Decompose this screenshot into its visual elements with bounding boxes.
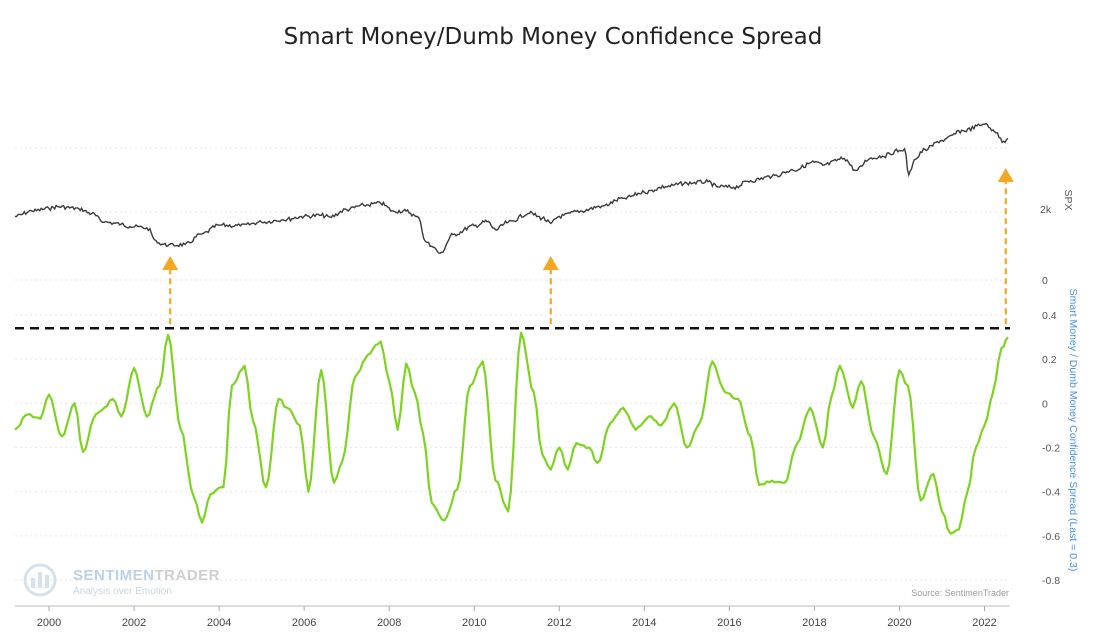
logo-tagline: Analysis over Emotion — [73, 586, 172, 597]
spread-tick-label: 0.2 — [1042, 354, 1057, 366]
x-tick-label: 2004 — [207, 617, 231, 629]
x-tick-label: 2014 — [632, 617, 656, 629]
spread-tick-label: 0 — [1042, 398, 1048, 410]
chart-title: Smart Money/Dumb Money Confidence Spread — [283, 24, 823, 50]
spread-extra-tick-label: 0 — [1042, 275, 1048, 287]
arrow-head — [542, 256, 559, 270]
spread-tick-label: -0.8 — [1042, 575, 1060, 587]
x-tick-label: 2000 — [37, 617, 61, 629]
spread-tick-label: 0.4 — [1042, 310, 1057, 322]
logo-bar-3 — [45, 575, 49, 588]
spread-axis-label: Smart Money / Dumb Money Confidence Spre… — [1067, 289, 1079, 572]
right-y-axis: -0.8 -0.6 -0.4 -0.2 0 0.2 0.4 0 Smart Money / Du… — [1042, 275, 1079, 587]
x-tick-label: 2018 — [802, 617, 826, 629]
spx-axis-label: SPX — [1062, 189, 1074, 210]
source-note: Source: SentimenTrader — [911, 588, 1009, 598]
spx-panel: SPX 2k — [14, 122, 1074, 255]
x-tick-label: 2012 — [547, 617, 571, 629]
x-tick-label: 2022 — [972, 617, 996, 629]
x-tick-label: 2002 — [122, 617, 146, 629]
logo-icon — [23, 563, 57, 597]
logo-bar-1 — [31, 578, 35, 588]
annotation-arrows — [162, 168, 1014, 325]
x-tick-label: 2006 — [292, 617, 316, 629]
spread-tick-label: -0.2 — [1042, 443, 1060, 455]
gridlines — [15, 147, 1010, 581]
spread-panel — [14, 327, 1010, 535]
spread-tick-label: -0.6 — [1042, 531, 1060, 543]
watermark-logo: SENTIMENTRADER Analysis over Emotion — [23, 563, 220, 597]
spx-line — [14, 122, 1009, 255]
spread-line — [14, 331, 1009, 535]
x-axis: 2000 2002 2004 2006 2008 2010 2012 2014 2016 2018… — [15, 605, 1010, 629]
x-tick-label: 2020 — [887, 617, 911, 629]
logo-bar-2 — [38, 572, 42, 588]
spread-tick-label: -0.4 — [1042, 487, 1060, 499]
arrow-head — [997, 168, 1014, 182]
x-tick-label: 2008 — [377, 617, 401, 629]
arrow-head — [162, 256, 179, 270]
x-tick-label: 2016 — [717, 617, 741, 629]
logo-text: SENTIMENTRADER — [73, 567, 220, 584]
spx-tick-label: 2k — [1040, 204, 1052, 216]
x-tick-label: 2010 — [462, 617, 486, 629]
